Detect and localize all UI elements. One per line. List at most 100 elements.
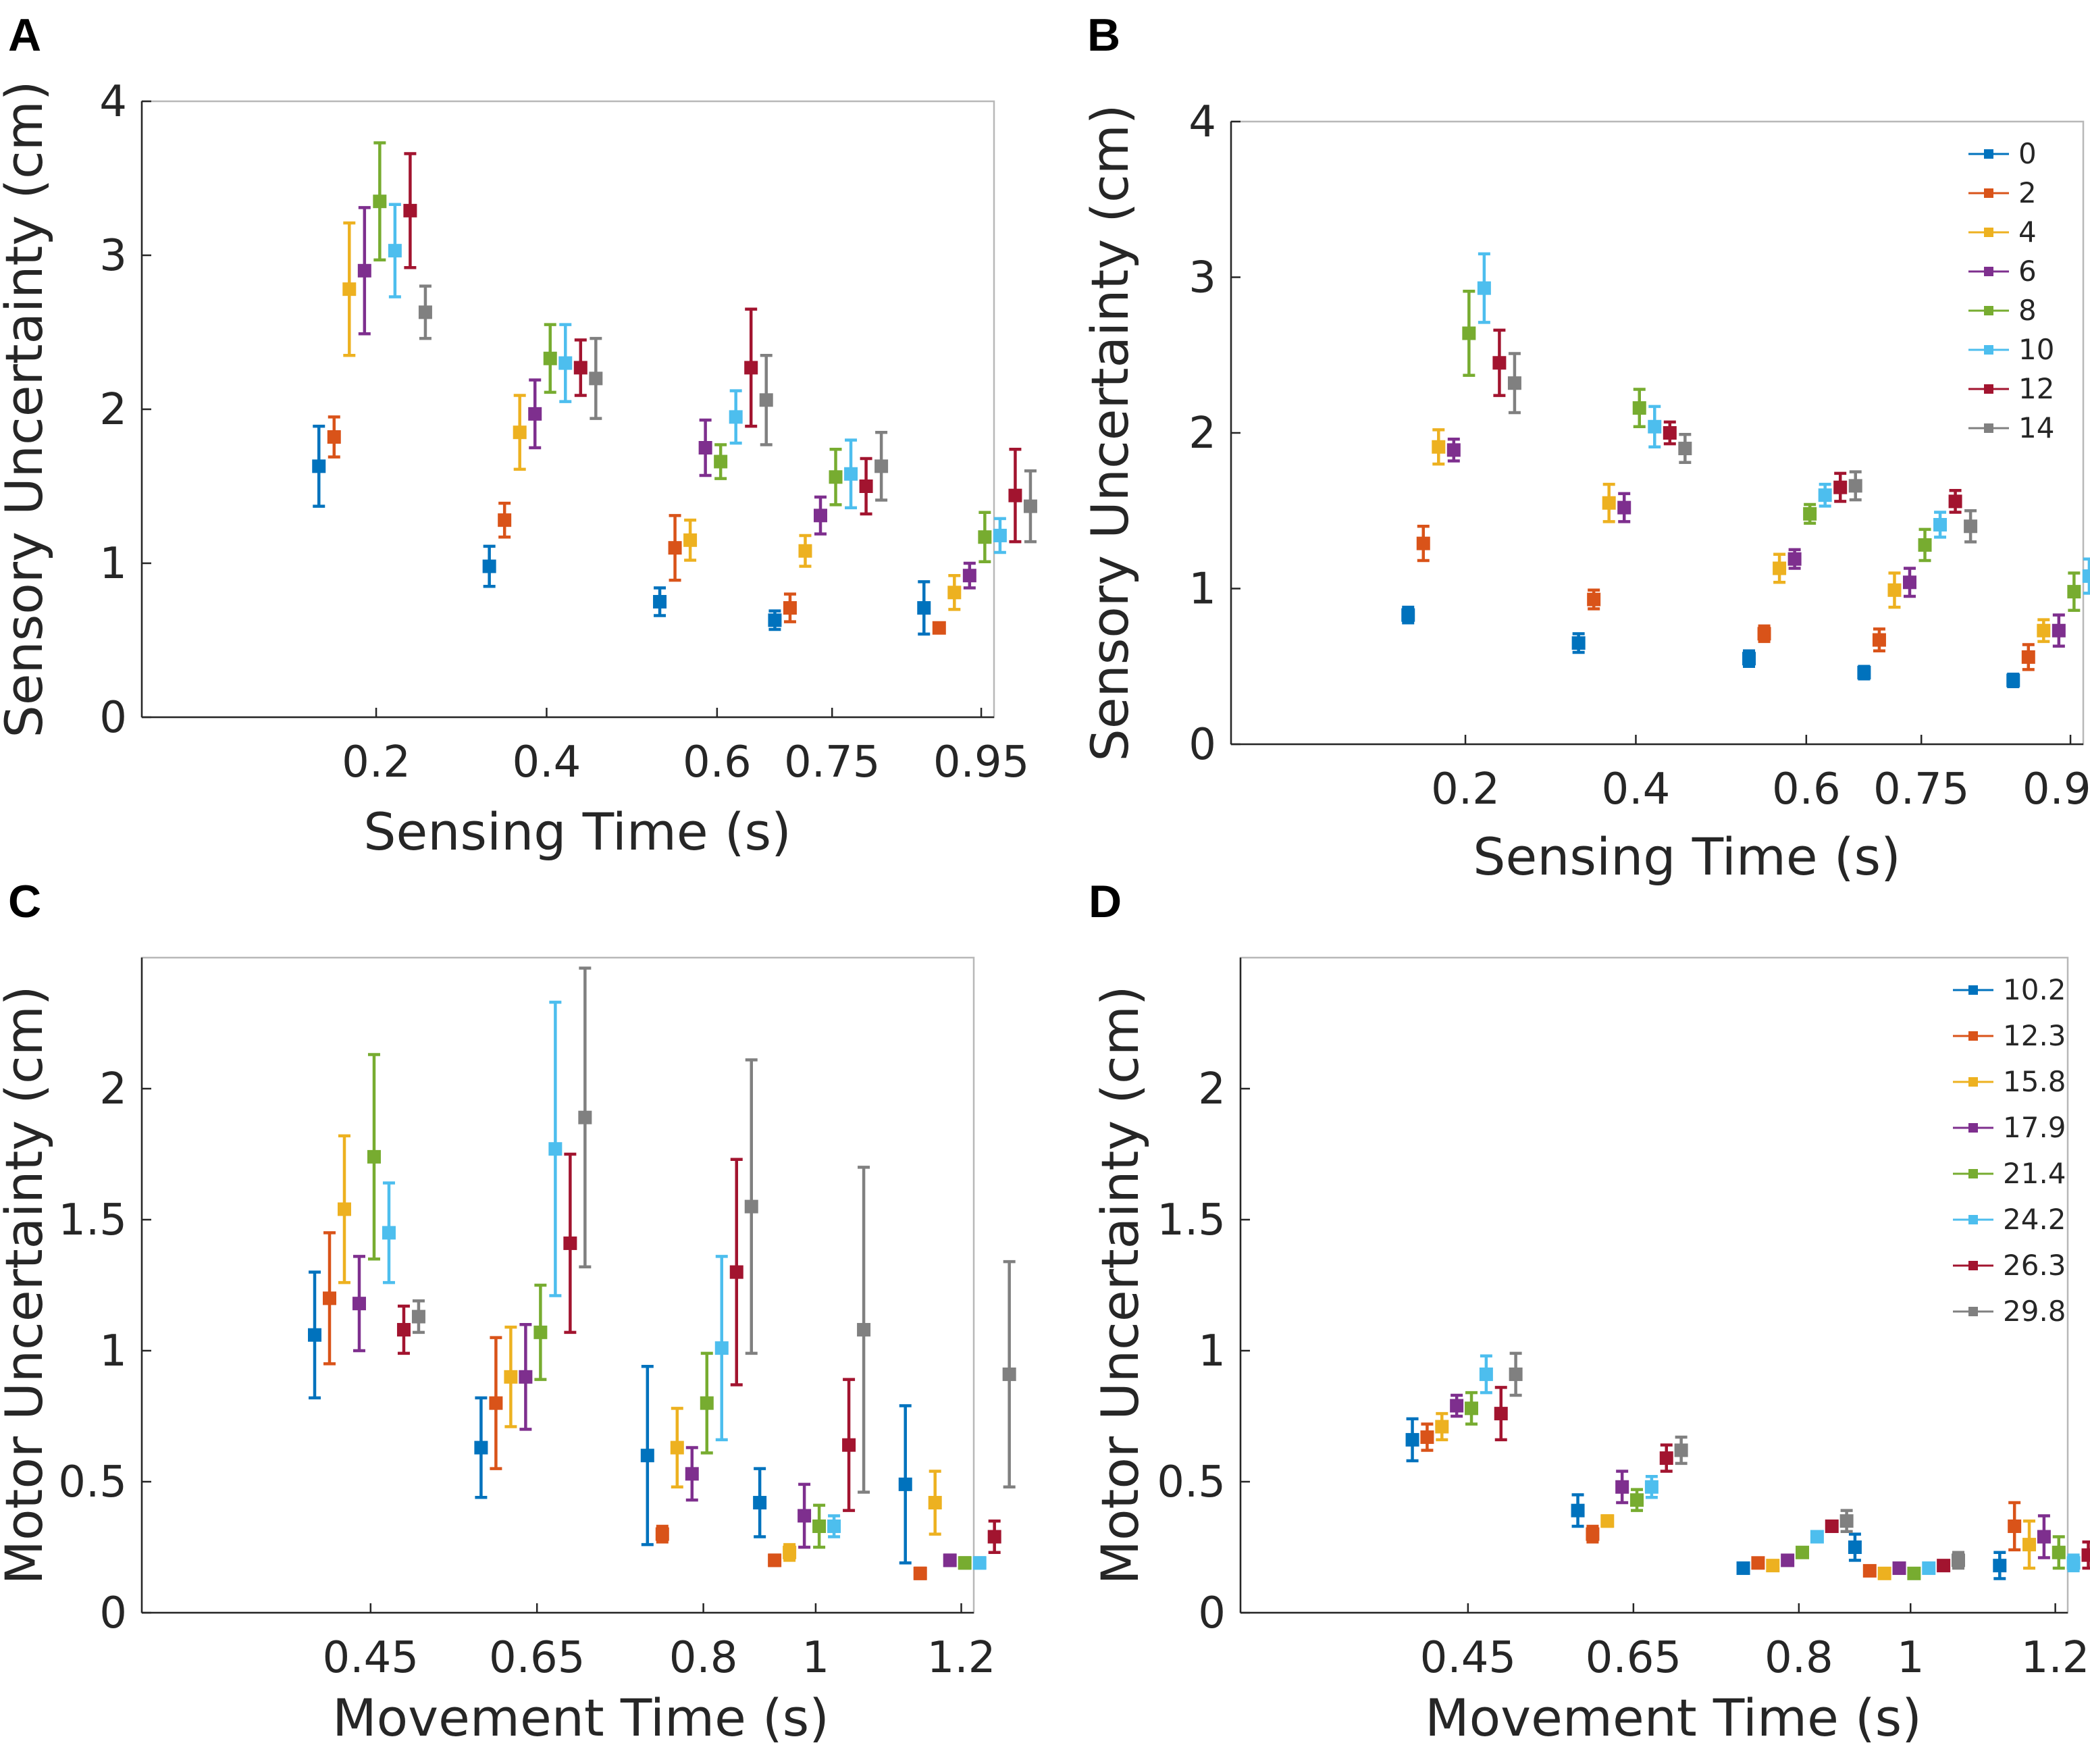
data-point — [1781, 1553, 1795, 1567]
data-point — [1450, 1399, 1464, 1413]
data-point — [812, 1519, 827, 1533]
y-tick-label: 2 — [99, 385, 127, 435]
legend-label: 8 — [2018, 294, 2037, 327]
x-tick-label: 0.8 — [1765, 1633, 1833, 1683]
data-point — [683, 533, 698, 547]
legend-label: 12 — [2018, 372, 2054, 405]
data-point — [917, 601, 931, 615]
x-tick-label: 1 — [1897, 1633, 1925, 1683]
data-point — [1907, 1566, 1921, 1580]
x-tick-label: 0.6 — [1772, 764, 1841, 814]
data-point — [1630, 1493, 1644, 1507]
data-point — [1937, 1559, 1951, 1573]
series-8 — [373, 141, 992, 563]
series-26.3 — [396, 1152, 1001, 1555]
data-point — [403, 203, 417, 217]
series-10 — [388, 203, 1007, 554]
data-point — [323, 1291, 337, 1305]
data-point — [729, 1265, 743, 1279]
data-point — [1632, 401, 1646, 415]
data-point — [327, 430, 341, 444]
data-point — [352, 1297, 366, 1311]
data-point — [1918, 538, 1932, 552]
data-point — [668, 541, 682, 555]
legend-marker — [1968, 1077, 1978, 1087]
legend-marker — [1984, 345, 1993, 355]
data-point — [1796, 1545, 1810, 1559]
data-point — [2082, 569, 2090, 583]
data-point — [1892, 1561, 1906, 1576]
data-point — [1902, 575, 1916, 590]
series-29.8 — [1509, 1351, 1965, 1570]
y-tick-label: 4 — [99, 77, 127, 127]
series-6 — [1446, 437, 2066, 648]
data-point — [859, 479, 873, 493]
series-21.4 — [1465, 1391, 2066, 1580]
series-14 — [418, 284, 1037, 544]
y-tick-label: 1 — [99, 539, 127, 589]
data-point — [1008, 488, 1022, 502]
data-point — [1922, 1561, 1936, 1576]
legend-label: 26.3 — [2003, 1249, 2066, 1282]
x-axis-label: Movement Time (s) — [1425, 1688, 1922, 1748]
y-tick-label: 1.5 — [58, 1195, 127, 1245]
data-point — [759, 393, 773, 407]
data-point — [1494, 1407, 1508, 1421]
y-axis-label: Sensory Uncertainty (cm) — [0, 81, 54, 738]
series-12.3 — [323, 1231, 927, 1580]
data-point — [827, 1519, 841, 1533]
data-point — [744, 1199, 758, 1214]
y-tick-label: 0 — [1198, 1588, 1226, 1638]
legend-marker — [1968, 1123, 1978, 1133]
legend-marker — [1984, 188, 1993, 198]
data-point — [670, 1441, 684, 1455]
y-axis-label: Motor Uncertainty (cm) — [1090, 985, 1150, 1584]
panel-letter: A — [8, 9, 41, 61]
data-point — [1818, 488, 1832, 502]
x-tick-label: 0.45 — [323, 1633, 419, 1683]
data-point — [1416, 536, 1430, 550]
data-point — [2022, 1538, 2037, 1552]
x-tick-label: 0.95 — [2022, 764, 2090, 814]
data-point — [1663, 426, 1677, 440]
data-point — [829, 470, 843, 484]
series-24.2 — [1479, 1354, 2081, 1576]
data-point — [498, 513, 512, 527]
legend-marker — [1968, 1215, 1978, 1224]
legend-marker — [1968, 1169, 1978, 1178]
data-point — [729, 410, 743, 424]
data-point — [1872, 633, 1886, 647]
data-point — [533, 1325, 548, 1339]
series-12 — [403, 152, 1022, 544]
series-21.4 — [367, 1053, 972, 1570]
data-point — [367, 1149, 381, 1164]
series-2 — [1416, 525, 2035, 671]
series-6 — [357, 206, 976, 590]
data-point — [1465, 1401, 1479, 1416]
data-point — [504, 1370, 518, 1384]
x-tick-label: 0.75 — [1873, 764, 1970, 814]
data-point — [308, 1328, 322, 1342]
data-point — [1462, 326, 1476, 340]
x-tick-label: 0.65 — [1586, 1633, 1682, 1683]
x-axis-label: Sensing Time (s) — [363, 802, 791, 862]
x-tick-label: 0.95 — [933, 737, 1030, 787]
data-point — [1420, 1430, 1434, 1445]
data-point — [1648, 419, 1662, 434]
legend-label: 12.3 — [2003, 1019, 2066, 1052]
series-2 — [327, 415, 946, 635]
y-tick-label: 2 — [1188, 409, 1216, 459]
x-tick-label: 1.2 — [927, 1633, 996, 1683]
legend-label: 10.2 — [2003, 973, 2066, 1006]
data-point — [1023, 499, 1037, 513]
data-point — [573, 361, 587, 375]
data-point — [558, 356, 573, 370]
legend: 10.2 12.3 15.8 17.9 21.4 24.2 26.3 29.8 — [1953, 973, 2066, 1328]
series-0 — [312, 424, 931, 636]
legend-marker — [1984, 228, 1993, 237]
data-point — [1509, 1367, 1523, 1381]
data-point — [874, 459, 889, 473]
data-point — [1825, 1519, 1839, 1533]
